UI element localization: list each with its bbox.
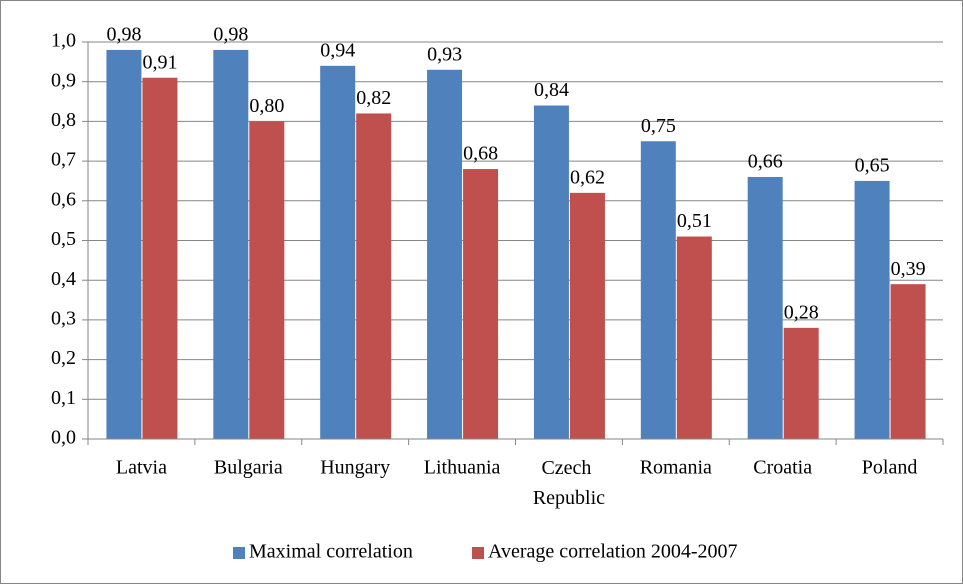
y-tick-label: 0,4 [51,268,76,290]
x-tick-label: Bulgaria [214,457,283,479]
value-label: 0,84 [534,79,569,101]
value-label: 0,93 [427,43,462,65]
x-tick-label: Hungary [320,457,390,479]
value-label: 0,39 [891,258,926,280]
bar [249,121,285,440]
legend-swatch [472,547,484,559]
y-tick-label: 0,1 [51,387,76,409]
y-tick-label: 0,7 [51,149,76,171]
value-label: 0,91 [142,51,177,73]
legend-label: Maximal correlation [249,541,413,563]
x-tick-label: Romania [640,457,712,479]
bar [533,105,569,440]
value-label: 0,65 [855,155,890,177]
bar [854,180,890,439]
x-tick-label: Czech Republic [533,457,605,509]
y-tick-label: 1,0 [51,30,76,52]
y-tick-label: 0,9 [51,69,76,91]
bar [427,69,463,439]
value-label: 0,75 [641,115,676,137]
x-tick-label: Latvia [116,457,167,479]
bar [569,192,605,439]
bar [676,236,712,439]
y-tick-label: 0,5 [51,228,76,250]
value-label: 0,62 [570,166,605,188]
bar [747,176,783,440]
bar [213,49,249,439]
bar [463,169,499,440]
x-tick-label: Lithuania [424,457,501,479]
value-label: 0,98 [106,24,141,46]
value-label: 0,98 [213,24,248,46]
value-label: 0,82 [356,87,391,109]
value-label: 0,68 [463,143,498,165]
bar [142,77,178,439]
y-tick-label: 0,0 [51,427,76,449]
y-tick-label: 0,3 [51,307,76,329]
legend-swatch [233,547,245,559]
y-tick-label: 0,8 [51,109,76,131]
bar [320,65,356,439]
bar [783,327,819,439]
bar [890,284,926,439]
value-label: 0,66 [748,151,783,173]
legend-label: Average correlation 2004-2007 [488,541,738,563]
x-tick-label: Croatia [753,457,812,479]
value-label: 0,28 [784,301,819,323]
y-tick-label: 0,6 [51,188,76,210]
value-label: 0,51 [677,210,712,232]
value-label: 0,94 [320,39,355,61]
bar [356,113,392,440]
x-tick-label: Poland [862,457,918,479]
bar [106,49,142,439]
bar [640,141,676,439]
y-tick-label: 0,2 [51,347,76,369]
value-label: 0,80 [249,95,284,117]
